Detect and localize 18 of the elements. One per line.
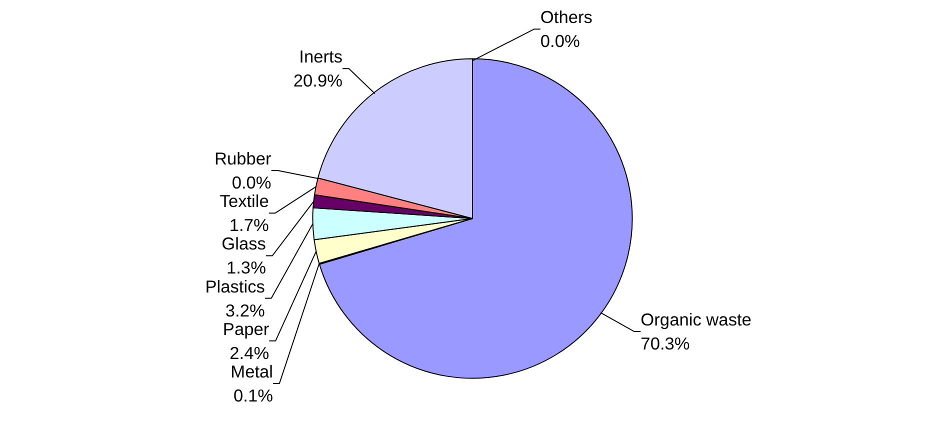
data-label: 0.1%: [234, 386, 274, 406]
slice-label: Organic waste: [640, 310, 752, 330]
category-label: Others: [540, 7, 592, 28]
text: 0.0%: [540, 31, 580, 52]
data-label: 1.3%: [226, 258, 266, 278]
slice-label: Plastics: [205, 276, 266, 296]
slice-label: Inerts: [299, 46, 343, 67]
data-label: 2.4%: [230, 342, 270, 363]
slice-label: Paper: [222, 318, 270, 339]
data-label: 70.3%: [640, 334, 690, 354]
slice-label: Metal: [230, 362, 274, 382]
data-label: 3.2%: [225, 300, 265, 320]
data-label: 20.9%: [293, 70, 343, 91]
slice-label: Textile: [220, 191, 269, 212]
text: 0.0%: [232, 172, 272, 193]
data-label: 1.7%: [229, 215, 269, 236]
slice-label: Glass: [222, 234, 266, 254]
category-label: Rubber: [214, 148, 272, 169]
